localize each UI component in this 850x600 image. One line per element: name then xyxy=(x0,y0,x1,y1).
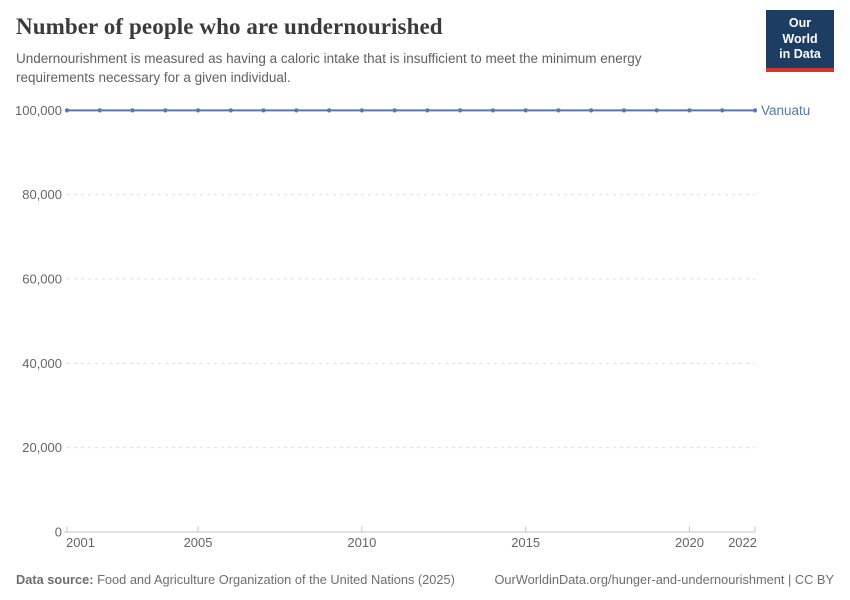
y-axis-tick-label: 100,000 xyxy=(15,103,62,118)
series-point[interactable] xyxy=(130,108,135,113)
series-point[interactable] xyxy=(621,108,627,113)
x-axis-tick-label: 2020 xyxy=(675,535,704,550)
series-point[interactable] xyxy=(326,108,332,113)
series-point[interactable] xyxy=(589,108,594,113)
series-point[interactable] xyxy=(490,108,496,113)
y-axis-tick-label: 80,000 xyxy=(22,187,62,202)
x-axis-tick-label: 2010 xyxy=(347,535,376,550)
chart-header: Number of people who are undernourished … xyxy=(16,10,834,87)
x-axis-tick-label: 2015 xyxy=(511,535,540,550)
series-point[interactable] xyxy=(261,108,266,113)
y-axis-tick-label: 40,000 xyxy=(22,356,62,371)
series-point[interactable] xyxy=(687,108,692,113)
series-point[interactable] xyxy=(654,108,659,113)
series-point[interactable] xyxy=(294,108,299,113)
series-point[interactable] xyxy=(392,108,397,113)
series-point[interactable] xyxy=(195,108,201,113)
owid-logo-line2: in Data xyxy=(779,47,821,62)
chart-title: Number of people who are undernourished xyxy=(16,14,443,39)
series-point[interactable] xyxy=(64,108,70,113)
series-point[interactable] xyxy=(752,108,758,113)
series-point[interactable] xyxy=(720,108,725,113)
owid-logo-line1: Our World xyxy=(782,16,818,46)
series-point[interactable] xyxy=(97,108,102,113)
y-axis-tick-label: 60,000 xyxy=(22,272,62,287)
data-source-value: Food and Agriculture Organization of the… xyxy=(97,572,455,587)
x-axis-tick-label: 2005 xyxy=(184,535,213,550)
series-point[interactable] xyxy=(458,108,463,113)
series-point[interactable] xyxy=(228,108,233,113)
data-source-label: Data source: xyxy=(16,572,94,587)
x-axis-tick-label: 2022 xyxy=(728,535,757,550)
series-point[interactable] xyxy=(163,108,168,113)
series-point[interactable] xyxy=(523,108,528,113)
x-axis-tick-label: 2001 xyxy=(66,535,95,550)
chart-subtitle: Undernourishment is measured as having a… xyxy=(16,51,642,86)
series-point[interactable] xyxy=(556,108,561,113)
data-source: Data source: Food and Agriculture Organi… xyxy=(16,572,455,587)
series-point[interactable] xyxy=(425,108,430,113)
y-axis-tick-label: 20,000 xyxy=(22,440,62,455)
owid-logo: Our World in Data xyxy=(766,10,834,72)
chart-footer: Data source: Food and Agriculture Organi… xyxy=(16,572,834,587)
y-axis-tick-label: 0 xyxy=(55,525,62,540)
series-point[interactable] xyxy=(359,108,364,113)
attribution: OurWorldinData.org/hunger-and-undernouri… xyxy=(494,572,834,587)
series-entity-label[interactable]: Vanuatu xyxy=(761,103,810,118)
